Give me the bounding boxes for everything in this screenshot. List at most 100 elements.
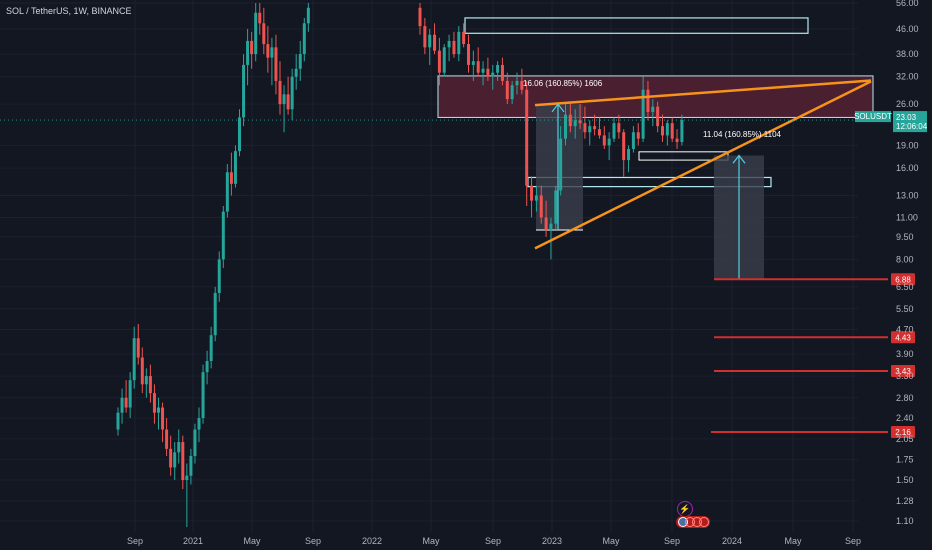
current-price-tag [893,111,927,133]
candle-body [233,151,237,184]
time-tick-label: 2023 [542,536,562,546]
price-tick-label: 56.00 [896,0,919,8]
price-tick-label: 19.00 [896,140,919,150]
candle-body [238,117,241,152]
candle-body [298,54,302,69]
candle-body [274,47,278,81]
candle-body [568,114,572,127]
candle-body [515,80,519,86]
candle-body [510,85,514,100]
measure-annotation-1: 16.06 (160.85%) 1606 [523,79,603,88]
candle-body [148,376,152,394]
bolt-icon[interactable]: ⚡ [677,501,693,517]
price-tick-label: 1.10 [896,516,914,526]
candle-body [258,12,262,24]
chart-annotations: 16.06 (160.85%) 1606 11.04 (160.85%) 110… [523,79,782,139]
candle-body [617,123,621,133]
candle-body [656,106,660,127]
candle-body [136,338,140,358]
candle-body [588,126,592,133]
supply-zone-top [464,17,809,34]
current-price-label: 23.03 [896,113,917,122]
measure-arrow-head-2 [732,154,746,164]
price-tick-label: 16.00 [896,163,919,173]
measure-arrow-head-1 [551,103,565,113]
price-tick-label: 9.50 [896,232,914,242]
price-levels: 6.88 4.43 3.43 2.16 [711,273,915,438]
candle-body [530,185,534,201]
candle-body [670,123,674,139]
candle-body [467,44,470,65]
candle-body [278,80,282,105]
candle-body [622,132,626,161]
time-tick-label: May [243,536,261,546]
candle-body [286,94,290,110]
candlestick-series [116,3,684,527]
candle-body [442,47,446,73]
candle-body [554,190,558,224]
candle-body [583,123,587,133]
candle-body [627,148,631,161]
candle-body [631,132,635,149]
candle-body [597,129,601,136]
candle-body [177,442,181,453]
candle-body [476,61,480,73]
candle-body [607,138,611,146]
candle-body [661,126,664,136]
candle-body [116,412,120,430]
candle-body [302,23,306,55]
time-tick-label: Sep [305,536,321,546]
price-tick-label: 2.40 [896,413,914,423]
candle-body [294,68,298,77]
candle-body [462,31,466,45]
candle-body [185,475,189,481]
price-tick-label: 26.00 [896,99,919,109]
economic-events-icon[interactable] [676,516,710,528]
candle-body [500,64,504,81]
candle-body [120,397,124,413]
candle-body [437,50,441,73]
candle-body [213,293,217,336]
time-tick-label: May [784,536,802,546]
support-level-label: 6.88 [895,275,911,284]
candle-body [559,138,563,191]
candle-body [290,76,294,110]
price-tick-label: 38.00 [896,49,919,59]
candle-body [193,429,197,456]
support-level-tag [891,273,915,286]
candle-body [496,64,500,73]
price-tick-label: 2.05 [896,434,914,444]
rising-trendline [534,80,872,250]
candle-body [646,89,650,112]
candle-body [452,40,456,55]
candle-body [491,72,495,77]
candle-body [602,135,606,146]
price-tick-label: 8.00 [896,254,914,264]
candle-body [161,407,165,430]
candle-body [544,217,548,231]
candle-body [157,407,160,413]
candle-body [262,23,266,45]
candle-body [173,452,177,468]
candle-body [209,335,213,362]
time-tick-label: 2022 [362,536,382,546]
candle-body [418,7,422,27]
candle-body [564,114,567,139]
candle-body [675,138,679,143]
time-tick-label: Sep [845,536,861,546]
candle-body [573,120,577,127]
candle-body [665,123,669,136]
measure-annotation-2: 11.04 (160.85%) 1104 [703,130,782,139]
candle-body [246,40,250,65]
time-tick-label: 2021 [183,536,203,546]
candle-body [229,172,233,184]
price-tick-label: 3.90 [896,349,914,359]
candle-body [641,89,645,139]
candle-body [306,7,310,24]
price-tick-label: 3.30 [896,371,914,381]
chart-overlays [0,79,872,280]
symbol-label: SOLUSDT [854,112,892,121]
price-tick-label: 1.50 [896,475,914,485]
candle-body [433,34,437,51]
